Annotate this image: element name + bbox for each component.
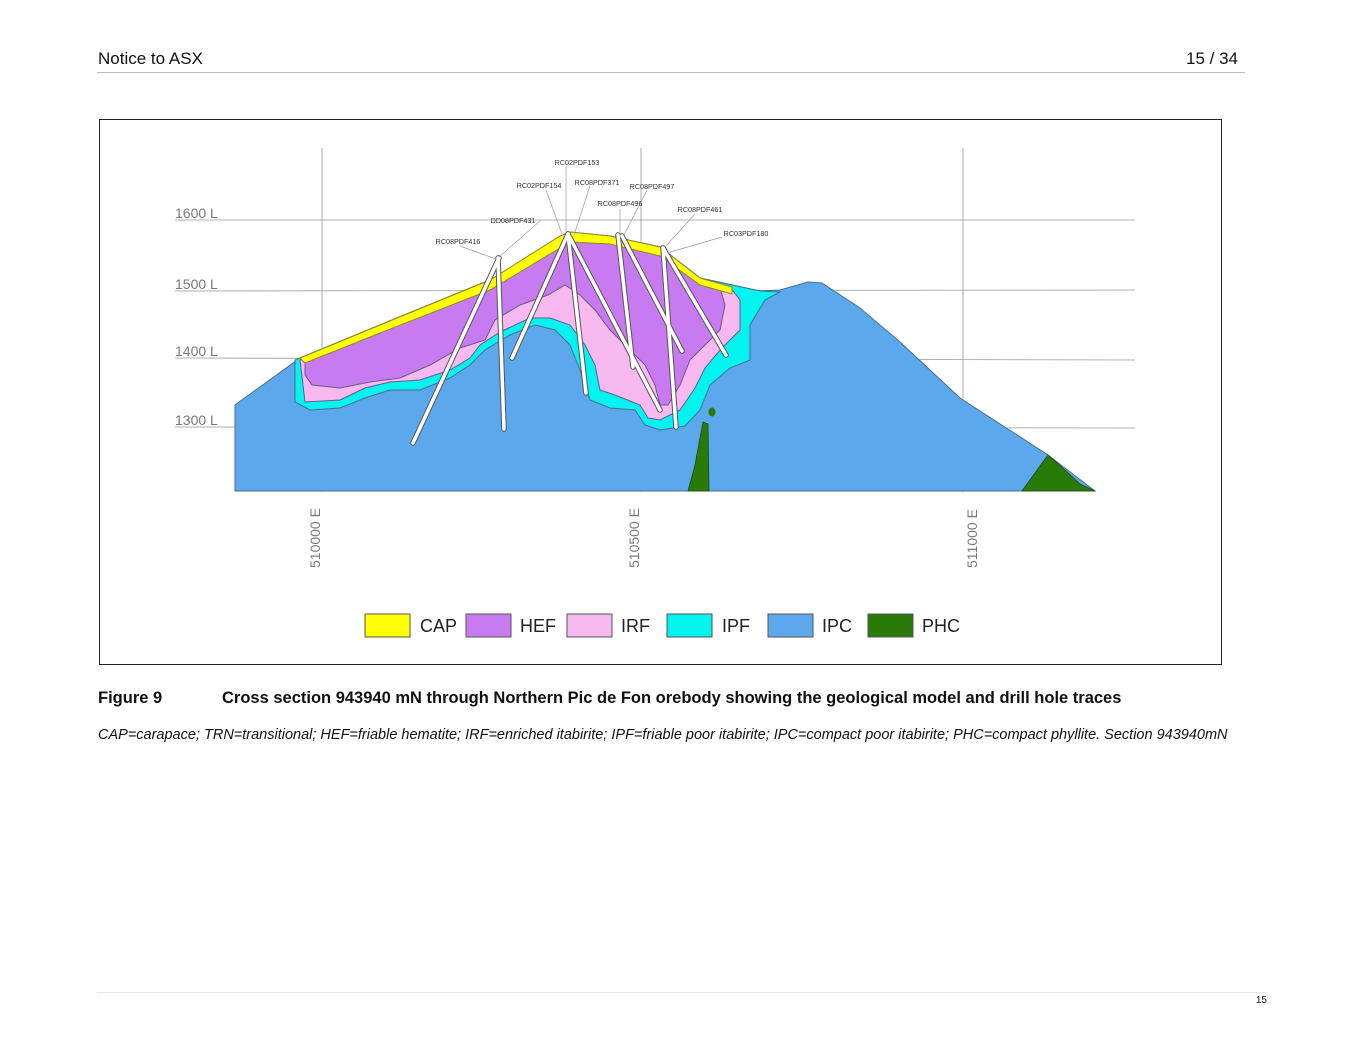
figure-caption-text: Cross section 943940 mN through Northern… xyxy=(222,689,1122,707)
legend-swatch-ipf xyxy=(666,613,713,638)
level-label-1400: 1400 L xyxy=(175,343,218,359)
legend-label-ipf: IPF xyxy=(722,616,750,636)
level-label-1600: 1600 L xyxy=(175,205,218,221)
drill-hole-label: RC08PDF461 xyxy=(678,205,723,214)
drill-hole-label: RC02PDF153 xyxy=(555,158,600,167)
legend-swatch-hef xyxy=(465,613,512,638)
level-label-1300: 1300 L xyxy=(175,412,218,428)
drill-hole-traces xyxy=(410,231,729,446)
abbreviation-note: CAP=carapace; TRN=transitional; HEF=fria… xyxy=(98,727,1228,743)
footer-page-number: 15 xyxy=(1255,995,1267,1006)
cross-section-figure: RC02PDF153 RC02PDF154 RC08PDF371 RC08PDF… xyxy=(99,119,1222,665)
legend-swatch-ipc xyxy=(767,613,814,638)
legend-label-ipc: IPC xyxy=(822,616,852,636)
drill-hole-label: RC08PDF416 xyxy=(436,237,481,246)
level-label-1500: 1500 L xyxy=(175,276,218,292)
drill-hole-label: DD08PDF431 xyxy=(491,216,536,225)
legend-label-cap: CAP xyxy=(420,616,457,636)
cap-layer xyxy=(299,231,733,364)
figure-number: Figure 9 xyxy=(98,689,163,707)
phc-pod xyxy=(708,407,716,417)
cross-section-svg: RC02PDF153 RC02PDF154 RC08PDF371 RC08PDF… xyxy=(174,148,1136,638)
phc-outcrop xyxy=(1021,454,1096,492)
geology-layers xyxy=(234,231,1097,492)
header-page-count: 15 / 34 xyxy=(1186,49,1238,68)
legend-label-hef: HEF xyxy=(520,616,556,636)
easting-label-510500: 510500 E xyxy=(626,508,642,568)
legend: CAP HEF IRF IPF IPC PHC xyxy=(364,613,960,638)
drill-hole-label: RC03PDF180 xyxy=(724,229,769,238)
drill-hole-label: RC02PDF154 xyxy=(517,181,562,190)
header-title: Notice to ASX xyxy=(98,49,203,68)
phc-dyke xyxy=(687,421,710,492)
legend-swatch-cap xyxy=(364,613,411,638)
legend-label-phc: PHC xyxy=(922,616,960,636)
footer-divider xyxy=(97,992,1267,993)
easting-label-511000: 511000 E xyxy=(964,509,980,568)
header-divider xyxy=(97,72,1245,73)
drill-hole-label: RC08PDF497 xyxy=(630,182,675,191)
legend-label-irf: IRF xyxy=(621,616,650,636)
legend-swatch-phc xyxy=(867,613,914,638)
drill-hole-label: RC08PDF371 xyxy=(575,178,620,187)
drill-hole-label: RC08PDF496 xyxy=(598,199,643,208)
leader-lines xyxy=(459,166,723,260)
easting-label-510000: 510000 E xyxy=(307,508,323,568)
legend-swatch-irf xyxy=(566,613,613,638)
